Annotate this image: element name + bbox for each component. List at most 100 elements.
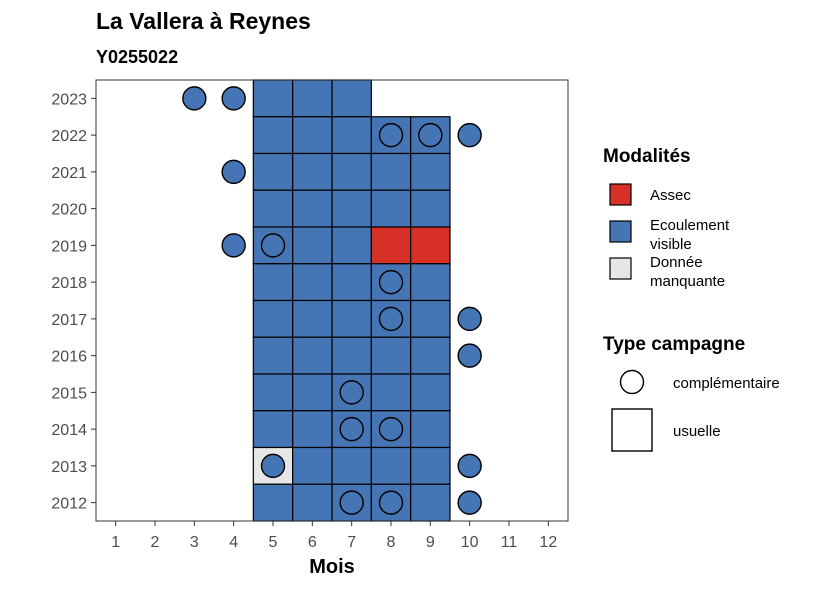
y-tick-label-2020: 2020 [51, 202, 87, 219]
point-2012-8 [378, 490, 404, 515]
legend-label-complementaire: complémentaire [673, 375, 780, 392]
tile-2023-5 [252, 79, 294, 118]
x-tick-label-7: 7 [347, 534, 356, 551]
y-tick-label-2013: 2013 [51, 459, 87, 476]
y-tick-label-2023: 2023 [51, 91, 87, 108]
tile-2012-9 [410, 483, 451, 522]
point-2017-8 [378, 306, 404, 332]
x-tick-label-4: 4 [229, 534, 238, 551]
point-2023-3 [182, 86, 207, 111]
x-tick-label-11: 11 [501, 534, 518, 551]
tile-2015-9 [410, 373, 451, 412]
tile-2012-5 [252, 483, 294, 522]
tile-2015-5 [252, 373, 294, 412]
tile-2015-6 [292, 373, 333, 412]
legend-label-usuelle: usuelle [673, 423, 721, 440]
tile-2018-9 [410, 263, 451, 302]
tile-2021-7 [331, 152, 372, 191]
tile-2021-9 [410, 152, 451, 191]
point-2019-5 [260, 233, 286, 258]
legend-type-campagne: Type campagne complémentaire usuelle [603, 334, 780, 452]
plot-panel-border [95, 79, 569, 522]
legend-type-title: Type campagne [603, 334, 745, 355]
point-2022-10 [457, 122, 482, 148]
y-tick-label-2018: 2018 [51, 275, 87, 292]
tile-2017-9 [410, 299, 451, 338]
tile-2013-8 [370, 446, 412, 485]
y-axis: 2012 2013 2014 2015 2016 2017 2018 2019 2020 2021… [51, 91, 96, 513]
x-tick-label-12: 12 [539, 534, 557, 551]
tile-2016-8 [370, 336, 412, 375]
legend-label-assec: Assec [650, 187, 691, 204]
tile-2013-9 [410, 446, 451, 485]
point-2017-10 [457, 306, 482, 332]
x-tick-label-2: 2 [151, 534, 160, 551]
y-tick-label-2012: 2012 [51, 496, 87, 513]
tile-2023-7 [331, 79, 372, 118]
legend-label-donnee-manquante: Donnée manquante [650, 254, 725, 290]
x-tick-label-9: 9 [426, 534, 435, 551]
x-axis-title: Mois [309, 556, 355, 578]
legend-key-assec [609, 183, 632, 206]
tile-2021-8 [370, 152, 412, 191]
x-tick-label-1: 1 [111, 534, 120, 551]
point-2018-8 [378, 269, 404, 295]
tile-2014-8 [370, 410, 412, 449]
legend-key-ecoulement-visible [609, 220, 632, 243]
x-tick-label-8: 8 [387, 534, 396, 551]
point-2016-10 [457, 343, 482, 368]
tile-2015-8 [370, 373, 412, 412]
tile-2017-7 [331, 299, 372, 338]
x-axis: 1 2 3 4 5 6 7 8 9 10 11 12 [111, 521, 557, 551]
tile-2023-6 [292, 79, 333, 118]
tile-2021-6 [292, 152, 333, 191]
tile-2020-7 [331, 189, 372, 228]
tile-2020-8 [370, 189, 412, 228]
point-2014-8 [378, 416, 404, 442]
tile-2016-7 [331, 336, 372, 375]
tile-2020-5 [252, 189, 294, 228]
point-2014-7 [339, 416, 364, 442]
legend-key-donnee-manquante [609, 257, 632, 280]
tile-2017-6 [292, 299, 333, 338]
legend-key-usuelle [611, 408, 653, 452]
x-tick-label-5: 5 [269, 534, 278, 551]
legend-label-ecoulement-visible: Ecoulement visible [650, 217, 730, 253]
point-2022-9 [418, 122, 443, 148]
tile-2017-5 [252, 299, 294, 338]
y-tick-label-2021: 2021 [51, 165, 87, 182]
point-2023-4 [221, 86, 246, 111]
tiles-layer [252, 79, 451, 522]
points-layer [182, 86, 482, 515]
tile-2014-6 [292, 410, 333, 449]
point-2015-7 [339, 380, 364, 405]
tile-2018-5 [252, 263, 294, 302]
x-tick-label-10: 10 [461, 534, 479, 551]
point-2013-5 [260, 453, 286, 479]
y-tick-label-2016: 2016 [51, 349, 87, 366]
tile-2016-6 [292, 336, 333, 375]
tile-2016-5 [252, 336, 294, 375]
point-2013-10 [457, 453, 482, 479]
y-tick-label-2015: 2015 [51, 385, 87, 402]
y-tick-label-2017: 2017 [51, 312, 87, 329]
y-tick-label-2022: 2022 [51, 128, 87, 145]
tile-2020-6 [292, 189, 333, 228]
point-2022-8 [378, 122, 404, 148]
point-2012-7 [339, 490, 364, 515]
y-tick-label-2019: 2019 [51, 238, 87, 255]
tile-2021-5 [252, 152, 294, 191]
tile-2012-6 [292, 483, 333, 522]
tile-2022-7 [331, 116, 372, 155]
tile-2020-9 [410, 189, 451, 228]
tile-2013-7 [331, 446, 372, 485]
tile-2018-6 [292, 263, 333, 302]
x-tick-label-6: 6 [308, 534, 317, 551]
tile-2019-8 [370, 226, 412, 265]
tile-2014-5 [252, 410, 294, 449]
tile-2022-6 [292, 116, 333, 155]
tile-2018-7 [331, 263, 372, 302]
chart-title: La Vallera à Reynes [96, 8, 311, 34]
